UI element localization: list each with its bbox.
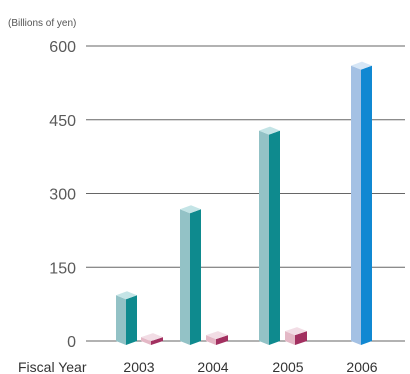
x-axis-ticks: 2003 2004 2005 2006: [123, 359, 377, 374]
bar-series2-2004: [206, 331, 228, 345]
x-tick-label-2003: 2003: [123, 359, 154, 374]
unit-label: (Billions of yen): [8, 18, 76, 29]
y-tick-label-150: 150: [49, 260, 76, 277]
y-tick-label-0: 0: [67, 334, 76, 351]
bar-series1-2004: [180, 205, 201, 345]
bar-series1-2005: [259, 126, 280, 345]
bar-series1-2003: [116, 291, 137, 345]
y-tick-label-450: 450: [49, 113, 76, 130]
x-tick-label-2005: 2005: [272, 359, 303, 374]
y-tick-label-600: 600: [49, 39, 76, 56]
y-axis-ticks: 0 150 300 450 600: [49, 39, 76, 351]
x-tick-label-2004: 2004: [197, 359, 228, 374]
x-axis-label: Fiscal Year: [18, 359, 87, 374]
bar-series1-2006: [351, 61, 372, 346]
bars: [116, 61, 372, 346]
y-tick-label-300: 300: [49, 187, 76, 204]
x-tick-label-2006: 2006: [346, 359, 377, 374]
bar-series2-2005: [285, 327, 307, 345]
bar-series2-2003: [141, 333, 163, 345]
